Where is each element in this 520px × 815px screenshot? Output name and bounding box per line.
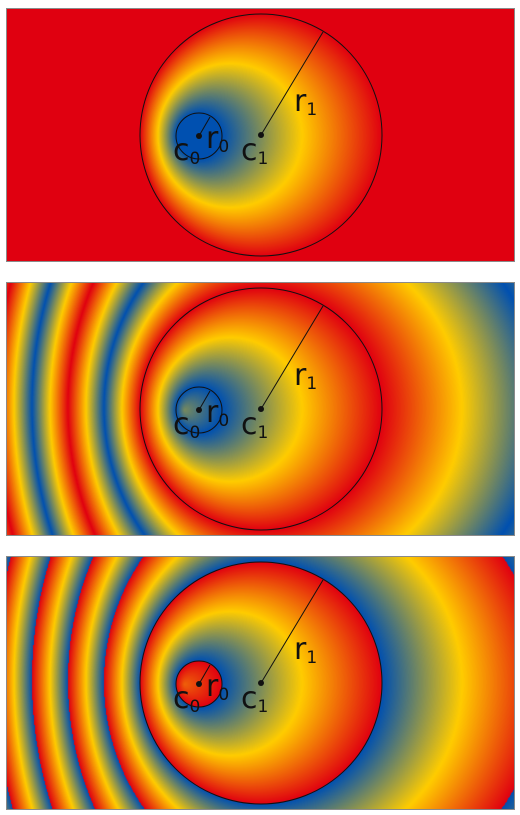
outer-circle [139, 561, 383, 805]
gradient-panel-reflect: r1 c1 r0 c0 [6, 282, 515, 536]
inner-radius-line [198, 390, 211, 411]
c0-label: c0 [173, 133, 200, 169]
c0-label: c0 [173, 681, 200, 717]
c1-label: c1 [241, 681, 268, 717]
c1-label: c1 [241, 407, 268, 443]
geometry-overlay-pad: r1 c1 r0 c0 [139, 13, 383, 257]
r0-label: r0 [206, 121, 229, 157]
r0-label: r0 [206, 395, 229, 431]
outer-radius-line [260, 31, 324, 136]
inner-center-dot [196, 133, 202, 139]
c0-label: c0 [173, 407, 200, 443]
r1-label: r1 [294, 358, 317, 394]
geometry-overlay-reflect: r1 c1 r0 c0 [139, 287, 383, 531]
inner-circle [175, 660, 223, 708]
inner-center-dot [196, 407, 202, 413]
r0-label: r0 [206, 669, 229, 705]
outer-center-dot [258, 680, 264, 686]
inner-circle [175, 386, 223, 434]
outer-circle [139, 287, 383, 531]
outer-circle [139, 13, 383, 257]
gradient-panel-repeat: r1 c1 r0 c0 [6, 556, 515, 810]
r1-label: r1 [294, 84, 317, 120]
geometry-overlay-repeat: r1 c1 r0 c0 [139, 561, 383, 805]
outer-center-dot [258, 132, 264, 138]
c1-label: c1 [241, 133, 268, 169]
inner-circle [175, 112, 223, 160]
outer-center-dot [258, 406, 264, 412]
outer-radius-line [260, 305, 324, 410]
inner-radius-line [198, 116, 211, 137]
inner-radius-line [198, 664, 211, 685]
gradient-panel-pad: r1 c1 r0 c0 [6, 8, 515, 262]
inner-center-dot [196, 681, 202, 687]
r1-label: r1 [294, 632, 317, 668]
outer-radius-line [260, 579, 324, 684]
